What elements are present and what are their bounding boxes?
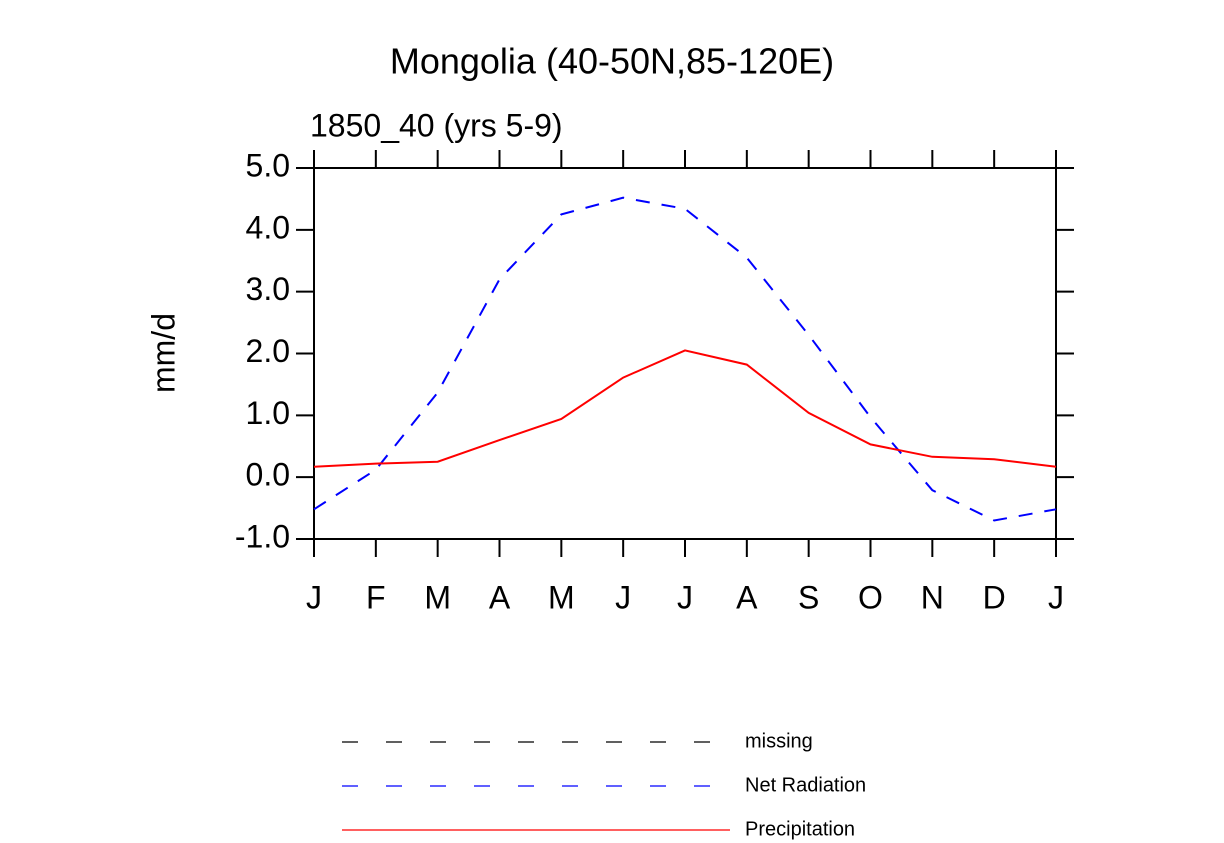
- series-line: [313, 349, 1057, 468]
- x-tick-label: M: [424, 579, 451, 615]
- y-tick-label: -1.0: [235, 518, 290, 554]
- x-tick-label: J: [615, 579, 631, 615]
- chart-title: Mongolia (40-50N,85-120E): [390, 41, 834, 82]
- x-tick-label: A: [489, 579, 511, 615]
- y-tick-label: 2.0: [246, 333, 290, 369]
- y-tick-label: 4.0: [246, 209, 290, 245]
- x-tick-label: M: [548, 579, 575, 615]
- y-tick-label: 5.0: [246, 147, 290, 183]
- x-tick-label: F: [366, 579, 386, 615]
- x-tick-label: O: [858, 579, 883, 615]
- x-tick-label: A: [736, 579, 758, 615]
- legend-label: Net Radiation: [745, 774, 866, 796]
- x-tick-label: N: [921, 579, 944, 615]
- x-tick-label: D: [983, 579, 1006, 615]
- legend-label: Precipitation: [745, 818, 855, 840]
- y-axis-label: mm/d: [145, 313, 181, 393]
- plot-frame: [313, 167, 1057, 540]
- y-tick-label: 3.0: [246, 271, 290, 307]
- y-tick-label: 1.0: [246, 395, 290, 431]
- x-tick-label: J: [1048, 579, 1064, 615]
- y-tick-label: 0.0: [246, 457, 290, 493]
- series-line: [313, 196, 1057, 522]
- x-tick-label: S: [798, 579, 819, 615]
- legend-label: missing: [745, 730, 813, 752]
- x-tick-label: J: [677, 579, 693, 615]
- chart-subtitle: 1850_40 (yrs 5-9): [310, 107, 563, 143]
- x-tick-label: J: [306, 579, 322, 615]
